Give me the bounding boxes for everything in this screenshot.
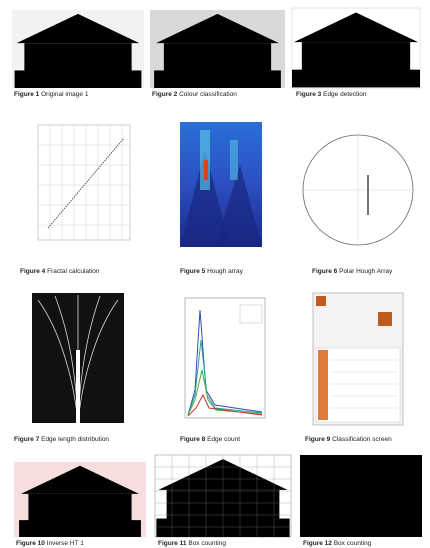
caption: Figure 6 Polar Hough Array	[312, 268, 393, 275]
figure-number: Figure 10	[16, 540, 45, 547]
caption: Figure 3 Edge detection	[296, 91, 367, 98]
caption-text: Polar Hough Array	[339, 268, 393, 275]
caption-text: Edge length distribution	[41, 436, 109, 443]
caption: Figure 12 Box counting	[303, 540, 372, 547]
caption: Figure 11 Box counting	[158, 540, 226, 547]
figure-grid: Figure 1 Original image 1 Figure 2 Colou…	[0, 0, 430, 548]
caption-text: Inverse HT 1	[47, 540, 84, 547]
caption: Figure 4 Fractal calculation	[20, 268, 100, 275]
caption: Figure 10 Inverse HT 1	[16, 540, 84, 547]
caption-text: Edge detection	[323, 91, 367, 98]
caption: Figure 9 Classification screen	[305, 436, 392, 443]
figure-9-image	[313, 293, 403, 425]
caption-text: Box counting	[188, 540, 226, 547]
figure-number: Figure 4	[20, 268, 46, 275]
figure-number: Figure 8	[180, 436, 206, 443]
figure-10-image	[14, 462, 146, 537]
figure-number: Figure 7	[14, 436, 40, 443]
figure-number: Figure 5	[180, 268, 206, 275]
caption-text: Colour classification	[179, 91, 237, 98]
figure-12-image	[300, 455, 422, 537]
figure-6-image	[303, 135, 413, 245]
caption: Figure 2 Colour classification	[152, 91, 237, 98]
figure-11-image	[155, 455, 291, 537]
figure-number: Figure 1	[14, 91, 40, 98]
caption-text: Box counting	[334, 540, 372, 547]
caption-text: Original image 1	[41, 91, 89, 98]
figure-number: Figure 11	[158, 540, 187, 547]
figure-number: Figure 12	[303, 540, 332, 547]
figure-2-image	[150, 10, 285, 88]
caption: Figure 1 Original image 1	[14, 91, 89, 98]
figure-4-image	[38, 125, 130, 240]
caption-text: Classification screen	[332, 436, 392, 443]
caption: Figure 5 Hough array	[180, 268, 244, 275]
figure-1-image	[12, 10, 144, 88]
caption-text: Edge count	[207, 436, 240, 443]
caption-text: Hough array	[207, 268, 244, 275]
figure-number: Figure 9	[305, 436, 331, 443]
caption: Figure 7 Edge length distribution	[14, 436, 109, 443]
figure-5-image	[180, 122, 262, 247]
figure-number: Figure 6	[312, 268, 338, 275]
figure-8-image	[185, 298, 265, 418]
figure-7-image	[32, 293, 124, 423]
caption-text: Fractal calculation	[47, 268, 100, 275]
figure-number: Figure 2	[152, 91, 178, 98]
caption: Figure 8 Edge count	[180, 436, 240, 443]
figure-number: Figure 3	[296, 91, 322, 98]
figure-3-image	[292, 8, 420, 88]
